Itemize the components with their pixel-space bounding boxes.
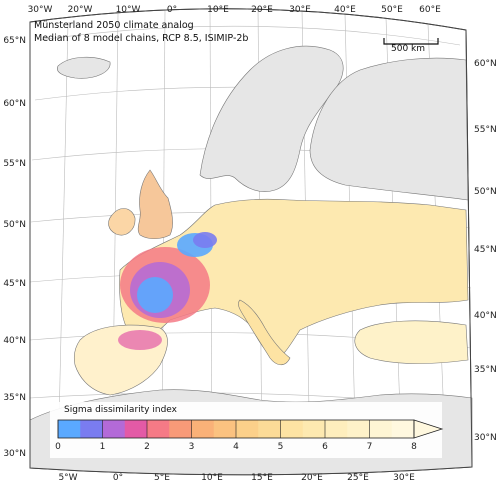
map-title-line2: Median of 8 model chains, RCP 8.5, ISIMI…: [34, 33, 249, 44]
left-lat-label: 35°N: [3, 393, 26, 403]
colorbar-segment: [58, 420, 81, 438]
colorbar-segment: [236, 420, 259, 438]
left-lat-label: 30°N: [3, 449, 26, 459]
left-lat-label: 40°N: [3, 336, 26, 346]
bottom-lon-label: 5°W: [58, 473, 77, 483]
colorbar-tick-label: 7: [367, 442, 373, 452]
scale-bar-label: 500 km: [391, 44, 426, 54]
top-lon-label: 30°W: [28, 5, 53, 15]
bottom-lon-label: 0°: [113, 473, 123, 483]
right-lat-label: 40°N: [474, 311, 497, 321]
top-lon-label: 40°E: [334, 5, 356, 15]
scale-bar: [383, 38, 439, 45]
left-lat-label: 55°N: [3, 159, 26, 169]
bottom-lon-label: 15°E: [251, 473, 273, 483]
colorbar-tick-label: 0: [55, 442, 61, 452]
bottom-lon-label: 10°E: [201, 473, 223, 483]
analog-region: [118, 232, 217, 350]
bottom-longitude-labels: 5°W 0° 5°E 10°E 15°E 20°E 25°E 30°E: [58, 473, 415, 483]
colorbar-segment: [191, 420, 215, 438]
bottom-lon-label: 5°E: [154, 473, 170, 483]
map-border: [29, 8, 473, 476]
top-lon-label: 10°E: [207, 5, 229, 15]
right-latitude-labels: 60°N 55°N 50°N 45°N 40°N 35°N 30°N: [474, 59, 497, 443]
left-lat-label: 65°N: [3, 36, 26, 46]
top-lon-label: 20°E: [251, 5, 273, 15]
italy: [238, 299, 291, 366]
top-lon-label: 60°E: [419, 5, 441, 15]
left-lat-label: 45°N: [3, 279, 26, 289]
right-lat-label: 50°N: [474, 187, 497, 197]
anatolia: [354, 320, 469, 364]
great-britain: [137, 169, 173, 240]
colorbar: 0 1 2 3 4 5 6 7 8: [55, 419, 444, 452]
colorbar-tick-label: 8: [411, 442, 417, 452]
colorbar-segment: [102, 420, 126, 438]
top-longitude-labels: 30°W 20°W 10°W 0° 10°E 20°E 30°E 40°E 50°E 60°E: [28, 5, 442, 15]
colorbar-segment: [80, 420, 103, 438]
colorbar-segment: [147, 420, 170, 438]
colorbar-segment: [169, 420, 192, 438]
left-lat-label: 60°N: [3, 99, 26, 109]
ireland: [108, 208, 136, 236]
colorbar-tick-label: 6: [322, 442, 328, 452]
top-lon-label: 10°W: [116, 5, 141, 15]
colorbar-tick-label: 1: [100, 442, 106, 452]
top-lon-label: 0°: [167, 5, 177, 15]
left-lat-label: 50°N: [3, 220, 26, 230]
colorbar-title: Sigma dissimilarity index: [64, 405, 177, 415]
colorbar-segment: [391, 420, 415, 438]
colorbar-tick-label: 2: [144, 442, 150, 452]
bottom-lon-label: 30°E: [393, 473, 415, 483]
scandinavia: [199, 45, 344, 192]
top-lon-label: 20°W: [68, 5, 93, 15]
map-title-line1: Münsterland 2050 climate analog: [34, 20, 194, 31]
right-lat-label: 35°N: [474, 365, 497, 375]
colorbar-segment: [302, 420, 326, 438]
right-lat-label: 45°N: [474, 245, 497, 255]
map-title: Münsterland 2050 climate analog Median o…: [34, 19, 248, 45]
colorbar-segment: [213, 420, 237, 438]
bottom-lon-label: 20°E: [301, 473, 323, 483]
right-lat-label: 60°N: [474, 59, 497, 69]
colorbar-tick-label: 3: [189, 442, 195, 452]
colorbar-segment: [280, 420, 304, 438]
colorbar-segment: [325, 420, 348, 438]
iceland: [57, 56, 111, 79]
top-lon-label: 30°E: [289, 5, 311, 15]
right-lat-label: 30°N: [474, 433, 497, 443]
bottom-lon-label: 25°E: [347, 473, 369, 483]
colorbar-segment: [258, 420, 281, 438]
colorbar-segment: [347, 420, 370, 438]
top-lon-label: 50°E: [381, 5, 403, 15]
left-latitude-labels: 65°N 60°N 55°N 50°N 45°N 40°N 35°N 30°N: [3, 36, 26, 459]
right-lat-label: 55°N: [474, 125, 497, 135]
colorbar-segment: [369, 420, 393, 438]
colorbar-tick-label: 4: [233, 442, 239, 452]
colorbar-tick-label: 5: [278, 442, 284, 452]
colorbar-segment: [124, 420, 148, 438]
